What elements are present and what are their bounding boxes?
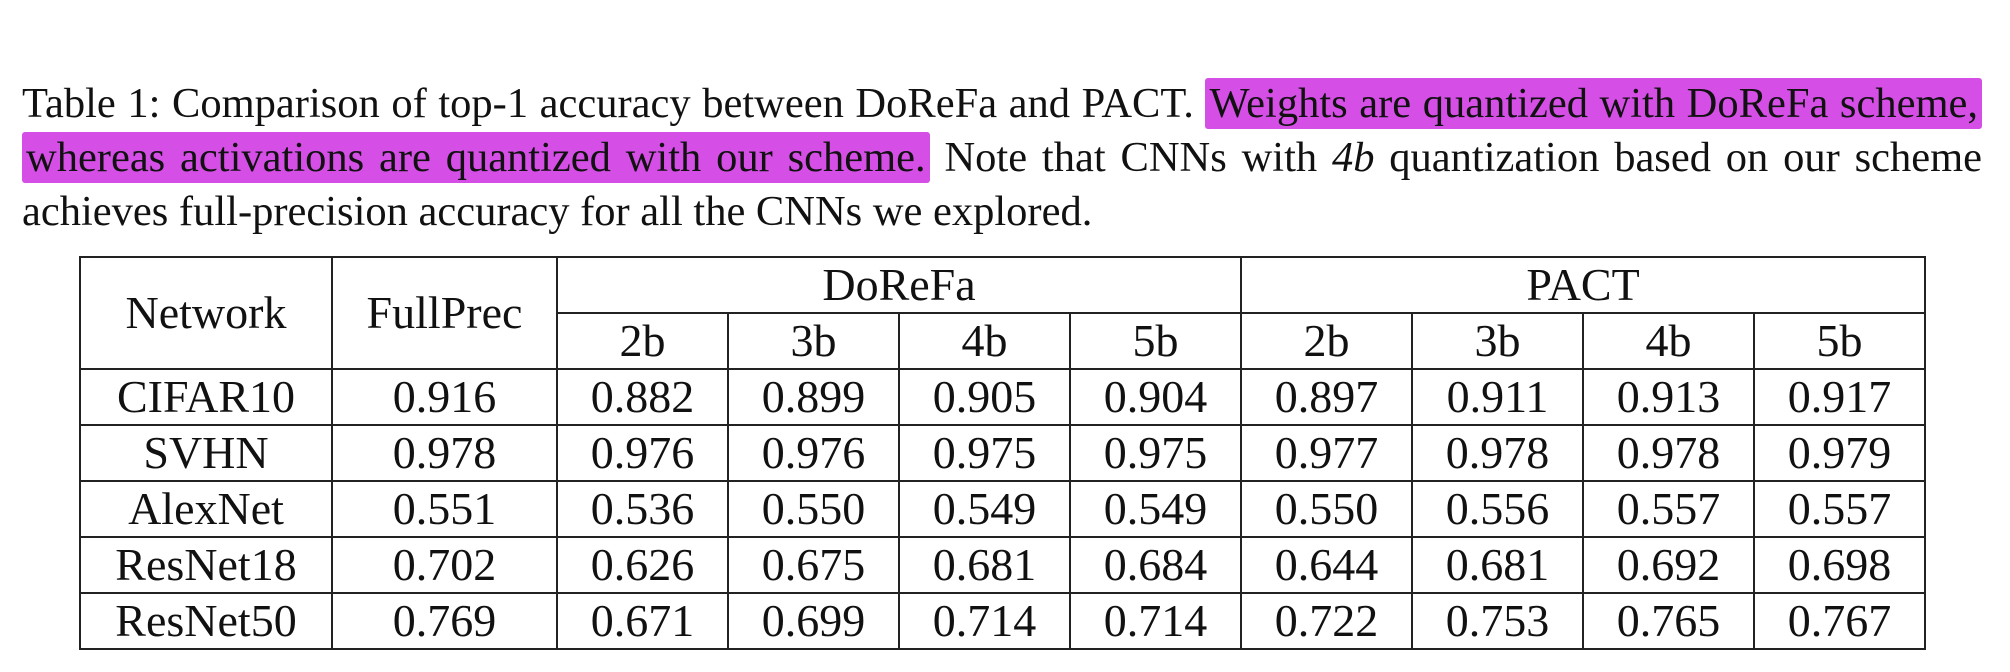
cell-fullprec: 0.769	[331, 592, 558, 650]
row-network: ResNet50	[79, 592, 333, 650]
cell-dorefa-3b: 0.675	[727, 536, 900, 594]
cell-dorefa-4b: 0.549	[898, 480, 1071, 538]
header-fullprec: FullPrec	[331, 256, 558, 370]
caption-text-end: quantization based on our scheme achieve…	[22, 133, 1983, 235]
caption-prefix: Table 1: Comparison of top-1 accuracy be…	[22, 79, 1194, 127]
cell-dorefa-3b: 0.976	[727, 424, 900, 482]
cell-pact-5b: 0.767	[1753, 592, 1927, 650]
header-pact-5b: 5b	[1753, 312, 1927, 370]
cell-dorefa-2b: 0.626	[556, 536, 729, 594]
cell-pact-4b: 0.978	[1582, 424, 1756, 482]
table-row: SVHN 0.978 0.976 0.976 0.975 0.975 0.977…	[79, 424, 1927, 482]
header-row-groups: Network FullPrec DoReFa PACT	[79, 256, 1927, 370]
cell-dorefa-2b: 0.536	[556, 480, 729, 538]
cell-pact-4b: 0.692	[1582, 536, 1756, 594]
header-dorefa-3b: 3b	[727, 312, 900, 370]
row-network: ResNet18	[79, 536, 333, 594]
cell-pact-3b: 0.556	[1411, 480, 1585, 538]
cell-dorefa-5b: 0.549	[1068, 480, 1243, 538]
header-group-dorefa: DoReFa	[555, 256, 1243, 314]
cell-dorefa-4b: 0.681	[898, 536, 1071, 594]
cell-dorefa-5b: 0.975	[1068, 424, 1243, 482]
cell-pact-2b: 0.977	[1240, 424, 1414, 482]
cell-fullprec: 0.702	[331, 536, 558, 594]
cell-pact-4b: 0.765	[1582, 592, 1756, 650]
cell-fullprec: 0.916	[331, 368, 558, 426]
cell-pact-2b: 0.722	[1240, 592, 1414, 650]
table-row: CIFAR10 0.916 0.882 0.899 0.905 0.904 0.…	[79, 368, 1927, 426]
cell-pact-5b: 0.557	[1753, 480, 1927, 538]
caption-math: 4b	[1331, 133, 1375, 181]
header-network: Network	[79, 256, 333, 370]
header-group-pact: PACT	[1240, 256, 1927, 314]
cell-pact-5b: 0.698	[1753, 536, 1927, 594]
cell-pact-2b: 0.644	[1240, 536, 1414, 594]
cell-dorefa-2b: 0.976	[556, 424, 729, 482]
header-dorefa-2b: 2b	[556, 312, 729, 370]
row-network: SVHN	[79, 424, 333, 482]
table-row: AlexNet 0.551 0.536 0.550 0.549 0.549 0.…	[79, 480, 1927, 538]
cell-pact-3b: 0.911	[1411, 368, 1585, 426]
header-pact-4b: 4b	[1582, 312, 1756, 370]
cell-fullprec: 0.551	[331, 480, 558, 538]
cell-pact-5b: 0.979	[1753, 424, 1927, 482]
header-row-bits: 2b 3b 4b 5b 2b 3b 4b 5b	[80, 312, 1927, 370]
cell-dorefa-3b: 0.899	[727, 368, 900, 426]
cell-dorefa-3b: 0.550	[727, 480, 900, 538]
cell-pact-3b: 0.753	[1411, 592, 1585, 650]
cell-dorefa-4b: 0.714	[898, 592, 1071, 650]
cell-dorefa-2b: 0.671	[556, 592, 729, 650]
cell-pact-3b: 0.978	[1411, 424, 1585, 482]
cell-dorefa-4b: 0.975	[898, 424, 1071, 482]
cell-pact-4b: 0.557	[1582, 480, 1756, 538]
accuracy-table: Network FullPrec DoReFa PACT 2b 3b 4b 5b…	[79, 256, 1927, 650]
table-row: ResNet18 0.702 0.626 0.675 0.681 0.684 0…	[79, 536, 1927, 594]
cell-dorefa-5b: 0.684	[1068, 536, 1243, 594]
table-row: ResNet50 0.769 0.671 0.699 0.714 0.714 0…	[79, 592, 1927, 650]
cell-pact-3b: 0.681	[1411, 536, 1585, 594]
table-caption: Table 1: Comparison of top-1 accuracy be…	[22, 77, 1982, 239]
header-pact-2b: 2b	[1240, 312, 1414, 370]
cell-pact-4b: 0.913	[1582, 368, 1756, 426]
cell-fullprec: 0.978	[331, 424, 558, 482]
cell-pact-5b: 0.917	[1753, 368, 1927, 426]
cell-dorefa-3b: 0.699	[727, 592, 900, 650]
caption-text: Note that CNNs with	[944, 133, 1318, 181]
header-dorefa-5b: 5b	[1068, 312, 1243, 370]
header-dorefa-4b: 4b	[898, 312, 1071, 370]
cell-dorefa-5b: 0.714	[1068, 592, 1243, 650]
cell-pact-2b: 0.550	[1240, 480, 1414, 538]
cell-dorefa-5b: 0.904	[1068, 368, 1243, 426]
cell-pact-2b: 0.897	[1240, 368, 1414, 426]
cell-dorefa-2b: 0.882	[556, 368, 729, 426]
cell-dorefa-4b: 0.905	[898, 368, 1071, 426]
row-network: CIFAR10	[79, 368, 333, 426]
header-pact-3b: 3b	[1411, 312, 1585, 370]
row-network: AlexNet	[79, 480, 333, 538]
